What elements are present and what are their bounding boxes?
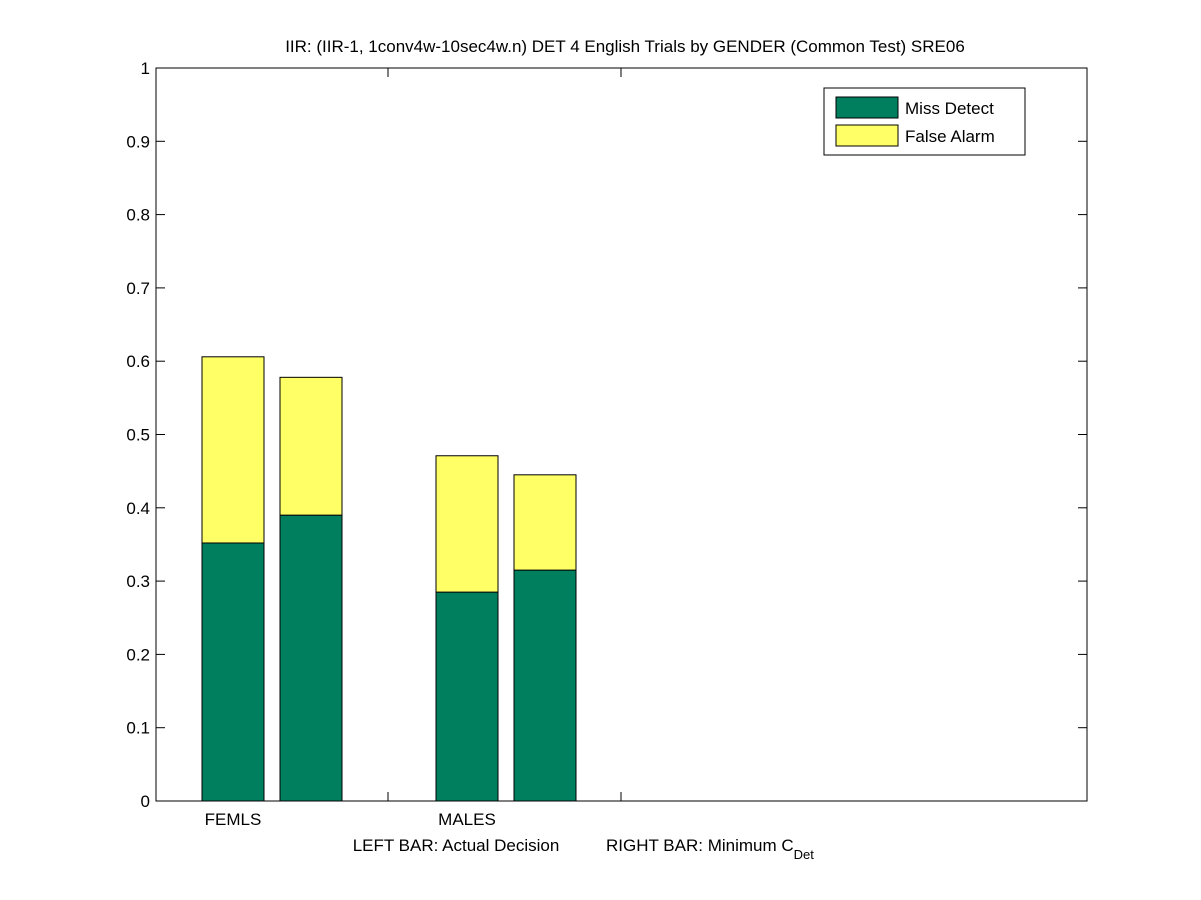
y-tick-label: 0.1 bbox=[126, 719, 150, 738]
y-tick-label: 0.6 bbox=[126, 352, 150, 371]
x-tick-label: MALES bbox=[438, 810, 496, 829]
x-tick-label: FEMLS bbox=[205, 810, 262, 829]
y-tick-label: 0.4 bbox=[126, 499, 150, 518]
legend-label: Miss Detect bbox=[905, 99, 994, 118]
y-tick-label: 1 bbox=[141, 59, 150, 78]
x-axis-label-subscript: Det bbox=[794, 847, 815, 862]
bar-males-actual-false-alarm bbox=[435, 455, 499, 593]
bar-males-minimum-miss-detect bbox=[513, 569, 577, 802]
y-ticks-group: 0 0.1 0.2 0.3 0.4 0.5 0.6 0.7 0.8 0.9 1 bbox=[126, 59, 1087, 811]
y-tick-label: 0.7 bbox=[126, 279, 150, 298]
x-ticks-group: FEMLS MALES bbox=[205, 68, 622, 829]
y-tick-label: 0 bbox=[141, 792, 150, 811]
bar-femls-minimum-false-alarm bbox=[279, 376, 343, 516]
legend-swatch-false-alarm bbox=[835, 124, 899, 147]
y-tick-label: 0.5 bbox=[126, 426, 150, 445]
bar-femls-actual-false-alarm bbox=[201, 356, 265, 544]
chart-title: IIR: (IIR-1, 1conv4w-10sec4w.n) DET 4 En… bbox=[285, 37, 965, 56]
bar-femls-minimum-miss-detect bbox=[279, 514, 343, 802]
y-tick-label: 0.8 bbox=[126, 206, 150, 225]
bar-males-minimum-false-alarm bbox=[513, 474, 577, 571]
x-axis-label-right-text: RIGHT BAR: Minimum C bbox=[606, 836, 794, 855]
bars-group bbox=[201, 356, 577, 802]
y-tick-label: 0.3 bbox=[126, 572, 150, 591]
x-axis-label-right: RIGHT BAR: Minimum CDet bbox=[606, 836, 814, 862]
legend-label: False Alarm bbox=[905, 127, 995, 146]
x-axis-label-left: LEFT BAR: Actual Decision bbox=[353, 836, 560, 855]
bar-males-actual-miss-detect bbox=[435, 591, 499, 802]
y-tick-label: 0.2 bbox=[126, 645, 150, 664]
legend: Miss Detect False Alarm bbox=[823, 87, 1026, 156]
legend-swatch-miss-detect bbox=[835, 96, 899, 119]
y-tick-label: 0.9 bbox=[126, 132, 150, 151]
bar-femls-actual-miss-detect bbox=[201, 542, 265, 802]
